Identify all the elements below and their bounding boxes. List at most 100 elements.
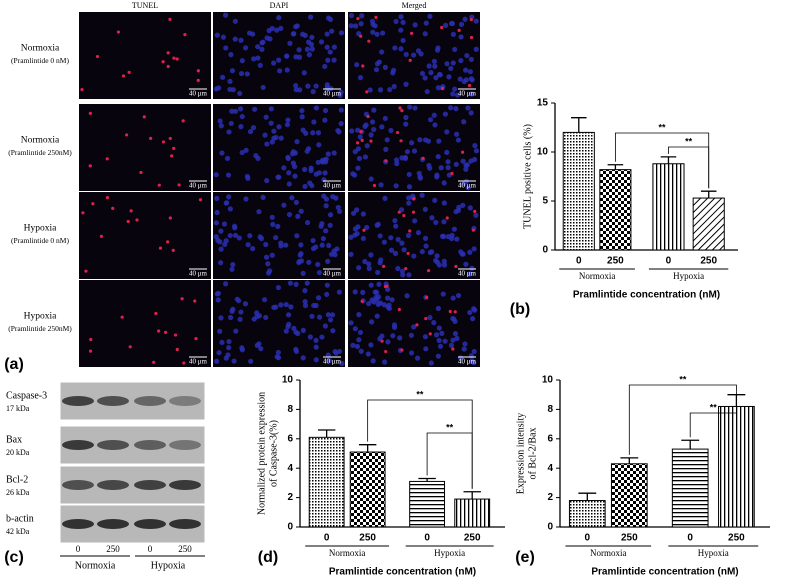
nucleus <box>423 20 429 26</box>
nucleus <box>281 202 287 208</box>
nucleus <box>467 271 473 277</box>
micrograph <box>213 192 345 279</box>
nucleus <box>352 232 358 238</box>
blot-band <box>62 396 94 406</box>
y-axis-label: Expression intensity <box>515 413 526 494</box>
apoptotic-cell <box>89 337 93 342</box>
nucleus <box>293 87 299 93</box>
nucleus <box>214 209 220 216</box>
nucleus <box>403 81 409 87</box>
nucleus <box>408 332 414 338</box>
nucleus <box>223 355 229 361</box>
nucleus <box>339 360 345 367</box>
nucleus <box>260 84 266 91</box>
nucleus <box>357 75 364 81</box>
nucleus <box>218 260 224 266</box>
nucleus <box>243 147 249 153</box>
nucleus <box>238 309 244 315</box>
nucleus <box>374 313 380 319</box>
nucleus <box>445 165 451 171</box>
nucleus <box>427 315 433 321</box>
significance-bracket <box>689 391 737 438</box>
error-bar <box>607 164 624 170</box>
apoptotic-cell <box>467 83 472 88</box>
nucleus <box>336 208 343 215</box>
nucleus <box>412 105 418 111</box>
nucleus <box>454 335 460 342</box>
nucleus <box>379 124 385 130</box>
nucleus <box>285 323 291 330</box>
nucleus <box>399 155 405 161</box>
protein-name: Bax <box>6 434 22 445</box>
nucleus <box>411 324 417 330</box>
blot-band <box>134 440 166 450</box>
nucleus <box>422 31 428 37</box>
apoptotic-cell <box>120 315 124 319</box>
group-label: Hypoxia <box>434 548 465 558</box>
nucleus <box>223 281 229 287</box>
nucleus <box>444 149 450 156</box>
nucleus <box>239 345 245 351</box>
apoptotic-cell <box>453 310 457 314</box>
apoptotic-cell <box>359 129 363 134</box>
x-tick-label: 250 <box>607 256 624 267</box>
nucleus <box>381 302 387 308</box>
nucleus <box>323 203 329 209</box>
nucleus <box>267 268 273 274</box>
nucleus <box>422 137 429 143</box>
nucleus <box>285 154 291 161</box>
nucleus <box>284 53 290 59</box>
nucleus <box>348 23 354 29</box>
nucleus <box>404 293 410 299</box>
error-bar <box>700 190 717 199</box>
nucleus <box>309 46 315 52</box>
nucleus <box>348 320 354 326</box>
apoptotic-cell <box>409 31 414 35</box>
blot-band <box>169 519 201 529</box>
nucleus <box>335 204 341 211</box>
apoptotic-cell <box>105 196 110 200</box>
nucleus <box>452 331 459 337</box>
apoptotic-cell <box>448 309 452 314</box>
protein-size: 42 kDa <box>6 527 30 536</box>
nucleus <box>275 284 282 291</box>
nucleus <box>332 348 338 355</box>
significance-label: ** <box>446 422 454 432</box>
nucleus <box>468 76 474 82</box>
nucleus <box>217 328 223 334</box>
nucleus <box>424 89 430 95</box>
panel-label: (a) <box>4 356 24 373</box>
nucleus <box>422 235 429 241</box>
nucleus <box>448 105 454 111</box>
apoptotic-cell <box>402 213 406 218</box>
apoptotic-cell <box>177 183 181 187</box>
apoptotic-cell <box>116 30 121 34</box>
micrograph <box>213 104 345 191</box>
nucleus <box>355 127 361 133</box>
x-tick-label: 0 <box>666 256 672 267</box>
nucleus <box>250 125 257 131</box>
nucleus <box>368 132 374 138</box>
x-axis-label: Pramlintide concentration (nM) <box>591 567 738 577</box>
nucleus <box>277 68 283 74</box>
lane-label: 0 <box>76 544 81 554</box>
nucleus <box>278 25 284 32</box>
nucleus <box>269 139 275 145</box>
nucleus <box>257 62 263 68</box>
nucleus <box>226 338 232 345</box>
nucleus <box>364 224 370 231</box>
nucleus <box>358 348 364 354</box>
bar <box>671 448 709 528</box>
nucleus <box>453 106 459 112</box>
row-treatment: (Pramlintide 250nM) <box>8 148 72 157</box>
apoptotic-cell <box>126 219 130 224</box>
nucleus <box>371 299 377 305</box>
nucleus <box>375 301 381 307</box>
apoptotic-cell <box>426 268 431 273</box>
apoptotic-cell <box>166 240 170 244</box>
nucleus <box>354 207 360 213</box>
nucleus <box>427 117 434 123</box>
apoptotic-cell <box>400 109 404 113</box>
nucleus <box>295 213 301 219</box>
micrograph-bg <box>213 12 345 99</box>
